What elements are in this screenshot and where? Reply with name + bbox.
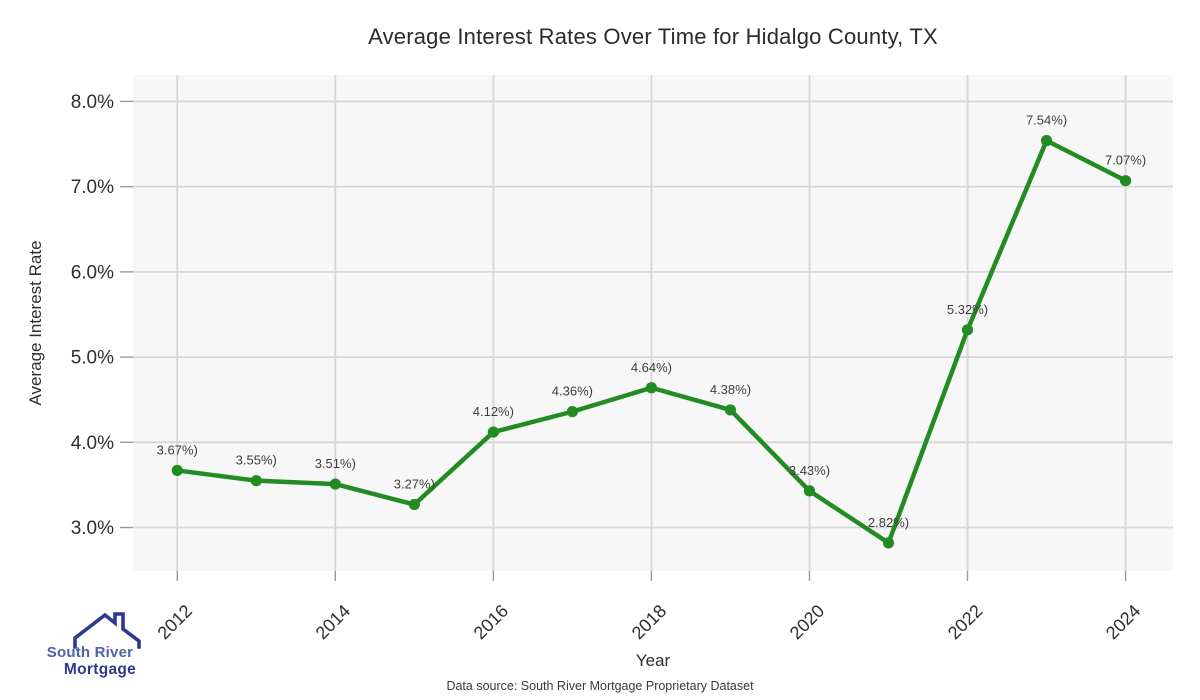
data-point-marker xyxy=(408,498,420,511)
data-point-label: 7.07%) xyxy=(1105,153,1146,168)
data-point-marker xyxy=(803,485,816,497)
data-point-label: 5.32%) xyxy=(947,302,988,317)
data-point-label: 3.55%) xyxy=(236,453,277,468)
data-point-marker xyxy=(645,382,658,394)
data-point-label: 2.82%) xyxy=(868,515,909,530)
data-point-label: 4.12%) xyxy=(473,404,514,419)
data-point-marker xyxy=(566,406,578,418)
data-point-marker xyxy=(171,464,183,477)
data-point-marker xyxy=(724,404,737,416)
data-source-caption: Data source: South River Mortgage Propri… xyxy=(446,679,754,693)
data-point-marker xyxy=(882,537,895,549)
data-point-marker xyxy=(487,426,499,438)
data-point-label: 3.43%) xyxy=(789,463,830,478)
data-point-label: 4.64%) xyxy=(631,360,672,375)
logo-text-line2: Mortgage xyxy=(63,661,137,678)
x-tick-label: 2018 xyxy=(628,601,670,643)
data-point-label: 3.51%) xyxy=(315,456,356,471)
x-axis-label: Year xyxy=(635,651,671,670)
x-tick-label: 2022 xyxy=(944,601,986,643)
y-tick-label: 3.0% xyxy=(71,518,114,539)
logo-text-line1: South River xyxy=(46,644,134,661)
data-point-label: 3.27%) xyxy=(394,477,435,492)
data-point-label: 3.67%) xyxy=(157,442,198,457)
company-logo: South River Mortgage xyxy=(15,608,175,692)
house-roof-icon xyxy=(73,612,141,649)
data-point-label: 4.36%) xyxy=(552,384,593,399)
data-point-marker xyxy=(961,324,974,336)
data-point-marker xyxy=(1040,135,1053,147)
data-point-marker xyxy=(250,475,262,487)
x-tick-label: 2016 xyxy=(470,601,512,643)
data-point-label: 4.38%) xyxy=(710,382,751,397)
y-tick-label: 7.0% xyxy=(71,177,114,198)
data-point-label: 7.54%) xyxy=(1026,113,1067,128)
x-tick-label: 2014 xyxy=(312,601,354,643)
plot-panel xyxy=(133,75,1173,571)
y-tick-label: 4.0% xyxy=(71,433,114,454)
data-point-marker xyxy=(329,478,341,490)
x-tick-label: 2024 xyxy=(1102,601,1144,643)
chart-title: Average Interest Rates Over Time for Hid… xyxy=(368,24,938,49)
y-tick-label: 6.0% xyxy=(71,262,114,283)
data-point-marker xyxy=(1119,175,1132,187)
y-tick-label: 8.0% xyxy=(71,92,114,113)
x-tick-label: 2020 xyxy=(786,601,828,643)
y-tick-label: 5.0% xyxy=(71,348,114,369)
